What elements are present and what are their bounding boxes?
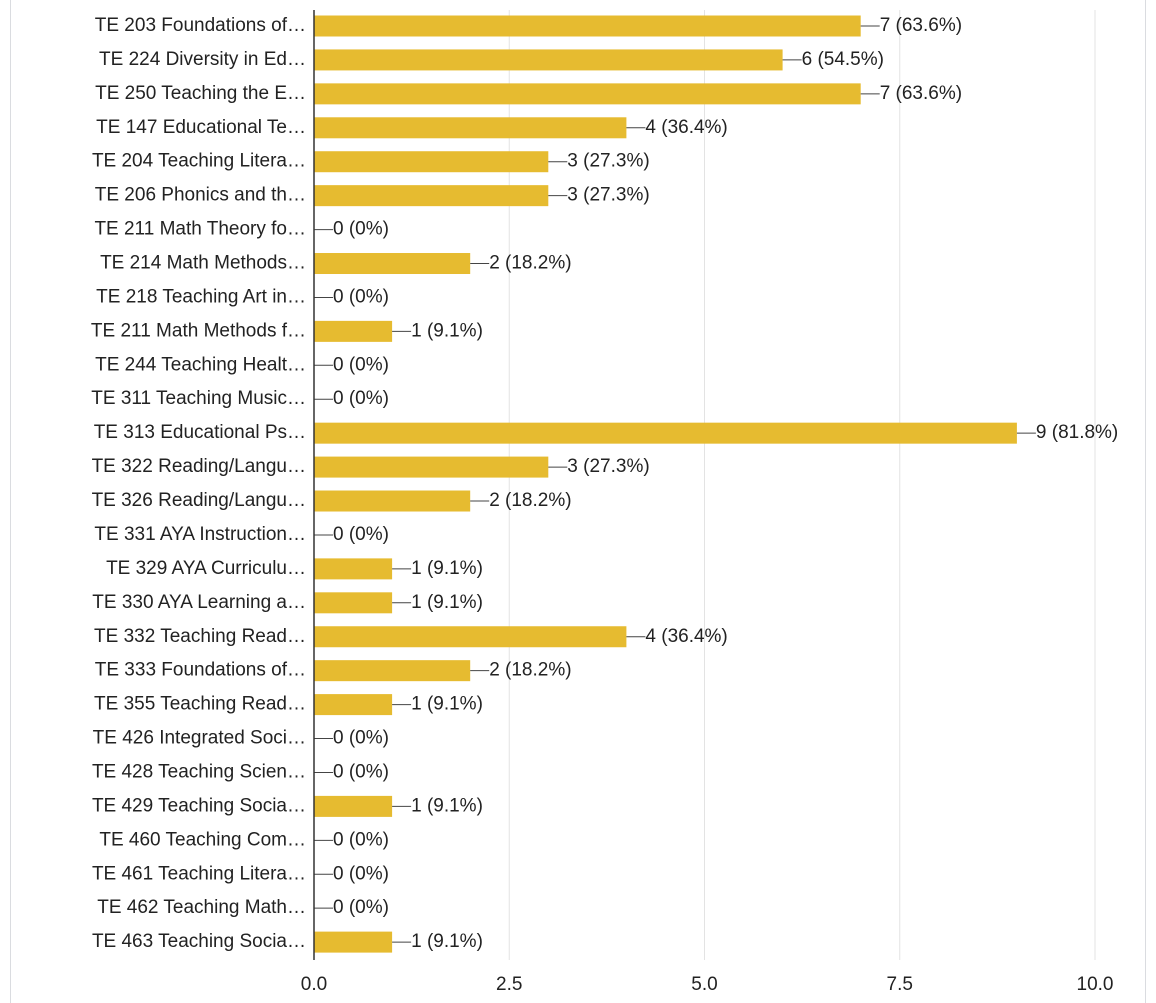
bar	[314, 151, 549, 173]
y-tick-label: TE 331 AYA Instruction…	[94, 524, 306, 545]
data-label: 0 (0%)	[333, 524, 389, 545]
data-label: 0 (0%)	[333, 897, 389, 918]
x-tick-label: 5.0	[691, 974, 717, 995]
bar	[314, 490, 471, 512]
data-label: 1 (9.1%)	[411, 558, 483, 579]
y-tick-label: TE 206 Phonics and th…	[95, 185, 306, 206]
data-label: 0 (0%)	[333, 761, 389, 782]
data-label: 2 (18.2%)	[489, 660, 571, 681]
data-label: 0 (0%)	[333, 219, 389, 240]
y-tick-label: TE 204 Teaching Litera…	[92, 151, 306, 172]
bar	[314, 422, 1017, 444]
data-label: 3 (27.3%)	[567, 185, 649, 206]
bar	[314, 117, 627, 139]
data-label: 1 (9.1%)	[411, 320, 483, 341]
data-label: 0 (0%)	[333, 388, 389, 409]
y-tick-label: TE 460 Teaching Com…	[99, 829, 306, 850]
y-tick-label: TE 426 Integrated Soci…	[93, 728, 306, 749]
data-label: 0 (0%)	[333, 863, 389, 884]
y-tick-label: TE 326 Reading/Langu…	[92, 490, 306, 511]
x-tick-label: 2.5	[496, 974, 522, 995]
bar	[314, 320, 393, 342]
data-label: 1 (9.1%)	[411, 795, 483, 816]
data-label: 6 (54.5%)	[802, 49, 884, 70]
y-tick-label: TE 211 Math Methods f…	[91, 320, 306, 341]
y-tick-label: TE 332 Teaching Read…	[94, 626, 306, 647]
y-tick-label: TE 203 Foundations of…	[95, 15, 306, 36]
y-tick-label: TE 355 Teaching Read…	[94, 694, 306, 715]
y-tick-label: TE 224 Diversity in Ed…	[99, 49, 306, 70]
y-tick-label: TE 244 Teaching Healt…	[95, 354, 306, 375]
data-label: 2 (18.2%)	[489, 490, 571, 511]
bar	[314, 694, 393, 716]
x-tick-label: 7.5	[887, 974, 913, 995]
bar	[314, 185, 549, 207]
data-label: 1 (9.1%)	[411, 931, 483, 952]
bar	[314, 558, 393, 580]
bar	[314, 49, 783, 71]
data-label: 1 (9.1%)	[411, 592, 483, 613]
y-tick-label: TE 428 Teaching Scien…	[92, 761, 306, 782]
y-tick-label: TE 214 Math Methods…	[100, 253, 306, 274]
x-tick-label: 10.0	[1077, 974, 1114, 995]
x-tick-label: 0.0	[301, 974, 327, 995]
bar	[314, 253, 471, 275]
data-label: 3 (27.3%)	[567, 456, 649, 477]
bar	[314, 592, 393, 614]
data-label: 4 (36.4%)	[645, 626, 727, 647]
bar	[314, 931, 393, 953]
y-tick-label: TE 147 Educational Te…	[96, 117, 306, 138]
bar	[314, 83, 861, 105]
data-label: 0 (0%)	[333, 354, 389, 375]
y-tick-label: TE 313 Educational Ps…	[94, 422, 306, 443]
data-label: 4 (36.4%)	[645, 117, 727, 138]
data-label: 1 (9.1%)	[411, 694, 483, 715]
bar	[314, 626, 627, 648]
data-label: 0 (0%)	[333, 728, 389, 749]
y-tick-label: TE 322 Reading/Langu…	[92, 456, 306, 477]
y-tick-label: TE 211 Math Theory fo…	[94, 219, 306, 240]
y-tick-label: TE 462 Teaching Math…	[97, 897, 306, 918]
y-tick-label: TE 333 Foundations of…	[95, 660, 306, 681]
y-tick-label: TE 311 Teaching Music…	[91, 388, 306, 409]
data-label: 2 (18.2%)	[489, 253, 571, 274]
y-tick-label: TE 218 Teaching Art in…	[96, 286, 306, 307]
data-label: 0 (0%)	[333, 286, 389, 307]
data-label: 3 (27.3%)	[567, 151, 649, 172]
data-label: 9 (81.8%)	[1036, 422, 1118, 443]
bar	[314, 15, 861, 37]
y-tick-label: TE 329 AYA Curriculu…	[106, 558, 306, 579]
y-tick-label: TE 463 Teaching Socia…	[92, 931, 306, 952]
y-tick-label: TE 429 Teaching Socia…	[92, 795, 306, 816]
y-tick-label: TE 461 Teaching Litera…	[92, 863, 306, 884]
data-label: 7 (63.6%)	[880, 83, 962, 104]
bar	[314, 660, 471, 682]
data-label: 7 (63.6%)	[880, 15, 962, 36]
bar	[314, 795, 393, 817]
bar	[314, 456, 549, 478]
y-tick-label: TE 250 Teaching the E…	[95, 83, 306, 104]
y-tick-label: TE 330 AYA Learning a…	[92, 592, 306, 613]
data-label: 0 (0%)	[333, 829, 389, 850]
